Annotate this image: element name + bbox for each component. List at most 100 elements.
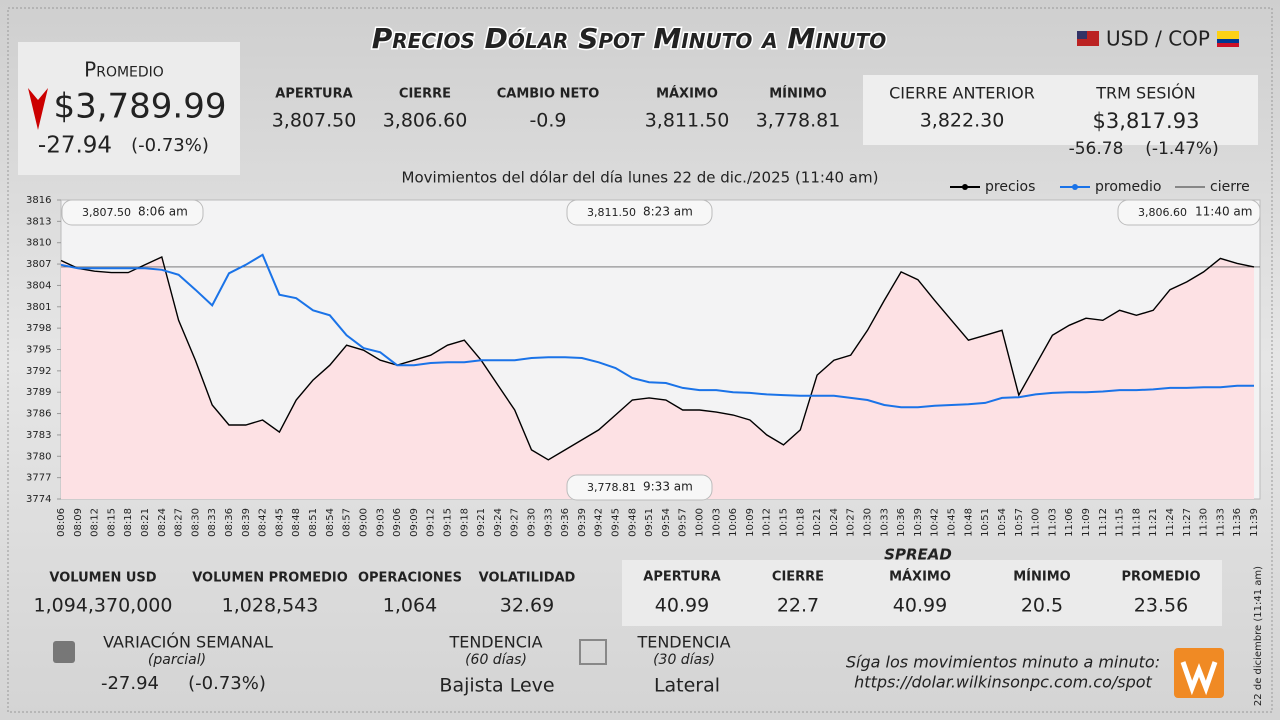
annotation-box [1117, 199, 1261, 226]
y-tick-label: 3780 [26, 451, 51, 462]
x-tick-label: 10:12 [762, 508, 773, 537]
y-tick-label: 3816 [26, 195, 51, 206]
x-tick-label: 10:57 [1014, 508, 1025, 537]
x-tick-label: 09:27 [510, 508, 521, 537]
x-tick-label: 08:09 [73, 508, 84, 537]
us-flag-canton [1077, 31, 1087, 39]
x-tick-label: 09:06 [392, 508, 403, 537]
y-tick-label: 3804 [26, 280, 51, 291]
stat-value: 3,807.50 [272, 110, 357, 132]
legend-dot [962, 184, 968, 190]
stat-label: VOLATILIDAD [479, 571, 576, 586]
x-tick-label: 09:39 [577, 508, 588, 537]
y-tick-label: 3795 [26, 345, 51, 356]
x-tick-label: 09:15 [442, 508, 453, 537]
y-tick-label: 3786 [26, 409, 51, 420]
x-tick-label: 10:24 [829, 508, 840, 537]
x-tick-label: 08:15 [106, 508, 117, 537]
trend-label: TENDENCIA [636, 633, 730, 652]
previous-panel [863, 75, 1258, 145]
x-tick-label: 10:18 [795, 508, 806, 537]
weekly-period: (parcial) [148, 652, 206, 668]
x-tick-label: 09:30 [526, 508, 537, 537]
y-tick-label: 3783 [26, 430, 51, 441]
series-line [60, 253, 1254, 409]
annotation-value: 3,778.81 [587, 481, 636, 494]
co-flag-blue [1217, 39, 1239, 43]
y-tick-label: 3789 [26, 387, 51, 398]
x-tick-label: 10:00 [695, 508, 706, 537]
stat-value: -0.9 [529, 110, 566, 132]
x-tick-label: 11:21 [1148, 508, 1159, 537]
x-tick-label: 11:18 [1131, 508, 1142, 537]
x-tick-label: 08:51 [308, 508, 319, 537]
co-flag [1217, 31, 1239, 39]
trend-value: Bajista Leve [439, 675, 554, 697]
stat-value: 3,811.50 [645, 110, 730, 132]
x-tick-label: 10:54 [997, 508, 1008, 537]
spread-title: SPREAD [884, 546, 952, 564]
chart-title: Movimientos del dólar del día lunes 22 d… [402, 169, 879, 187]
x-tick-label: 09:42 [594, 508, 605, 537]
stat-change: -56.78 [1069, 139, 1124, 159]
x-tick-label: 10:27 [846, 508, 857, 537]
annotation-value: 3,806.60 [1138, 206, 1187, 219]
x-tick-label: 10:39 [913, 508, 924, 537]
stat-value: 1,064 [383, 595, 437, 617]
stat-value: 3,778.81 [756, 110, 841, 132]
x-tick-label: 10:03 [711, 508, 722, 537]
x-tick-label: 08:36 [224, 508, 235, 537]
annotation-time: 9:33 am [643, 480, 693, 494]
summary-value: $3,789.99 [53, 87, 226, 127]
x-tick-label: 11:36 [1232, 508, 1243, 537]
x-tick-label: 11:06 [1064, 508, 1075, 537]
x-tick-label: 09:33 [543, 508, 554, 537]
x-tick-label: 08:48 [291, 508, 302, 537]
stat-label: TRM SESIÓN [1095, 84, 1195, 103]
stat-value: 3,822.30 [920, 110, 1005, 132]
x-tick-label: 08:39 [241, 508, 252, 537]
follow-url[interactable]: https://dolar.wilkinsonpc.com.co/spot [854, 673, 1152, 692]
stat-value: $3,817.93 [1093, 109, 1200, 133]
x-tick-label: 11:12 [1098, 508, 1109, 537]
stat-pct: (-1.47%) [1145, 139, 1218, 159]
trend-icon [579, 639, 607, 665]
x-tick-label: 10:21 [812, 508, 823, 537]
follow-text: Síga los movimientos minuto a minuto: [846, 653, 1160, 672]
x-tick-label: 10:36 [896, 508, 907, 537]
x-tick-label: 10:33 [879, 508, 890, 537]
stat-value: 40.99 [655, 595, 709, 617]
x-tick-label: 11:00 [1031, 508, 1042, 537]
x-tick-label: 08:45 [274, 508, 285, 537]
x-tick-label: 10:48 [963, 508, 974, 537]
stat-label: VOLUMEN PROMEDIO [192, 571, 348, 586]
annotation-box [566, 199, 713, 226]
y-tick-label: 3792 [26, 366, 51, 377]
legend-dot [1072, 184, 1078, 190]
stat-label: MÁXIMO [889, 569, 951, 585]
weekly-pct: (-0.73%) [188, 673, 266, 694]
x-tick-label: 11:09 [1081, 508, 1092, 537]
x-tick-label: 09:57 [678, 508, 689, 537]
trend-period: (30 días) [653, 652, 715, 668]
x-tick-label: 11:39 [1249, 508, 1260, 537]
x-tick-label: 09:03 [375, 508, 386, 537]
logo-mark [1180, 661, 1218, 696]
summary-pct: (-0.73%) [131, 135, 209, 156]
stat-value: 1,028,543 [222, 595, 319, 617]
x-tick-label: 10:45 [947, 508, 958, 537]
x-tick-label: 10:09 [745, 508, 756, 537]
average-panel [18, 42, 240, 175]
stat-value: 20.5 [1021, 595, 1063, 617]
x-tick-label: 09:36 [560, 508, 571, 537]
y-tick-label: 3807 [26, 259, 51, 270]
annotation-time: 11:40 am [1195, 205, 1252, 219]
x-tick-label: 10:42 [930, 508, 941, 537]
x-tick-label: 09:45 [610, 508, 621, 537]
x-tick-label: 08:42 [258, 508, 269, 537]
calendar-icon [53, 641, 75, 663]
annotation-time: 8:06 am [138, 205, 188, 219]
x-tick-label: 09:54 [661, 508, 672, 537]
x-tick-label: 09:48 [627, 508, 638, 537]
